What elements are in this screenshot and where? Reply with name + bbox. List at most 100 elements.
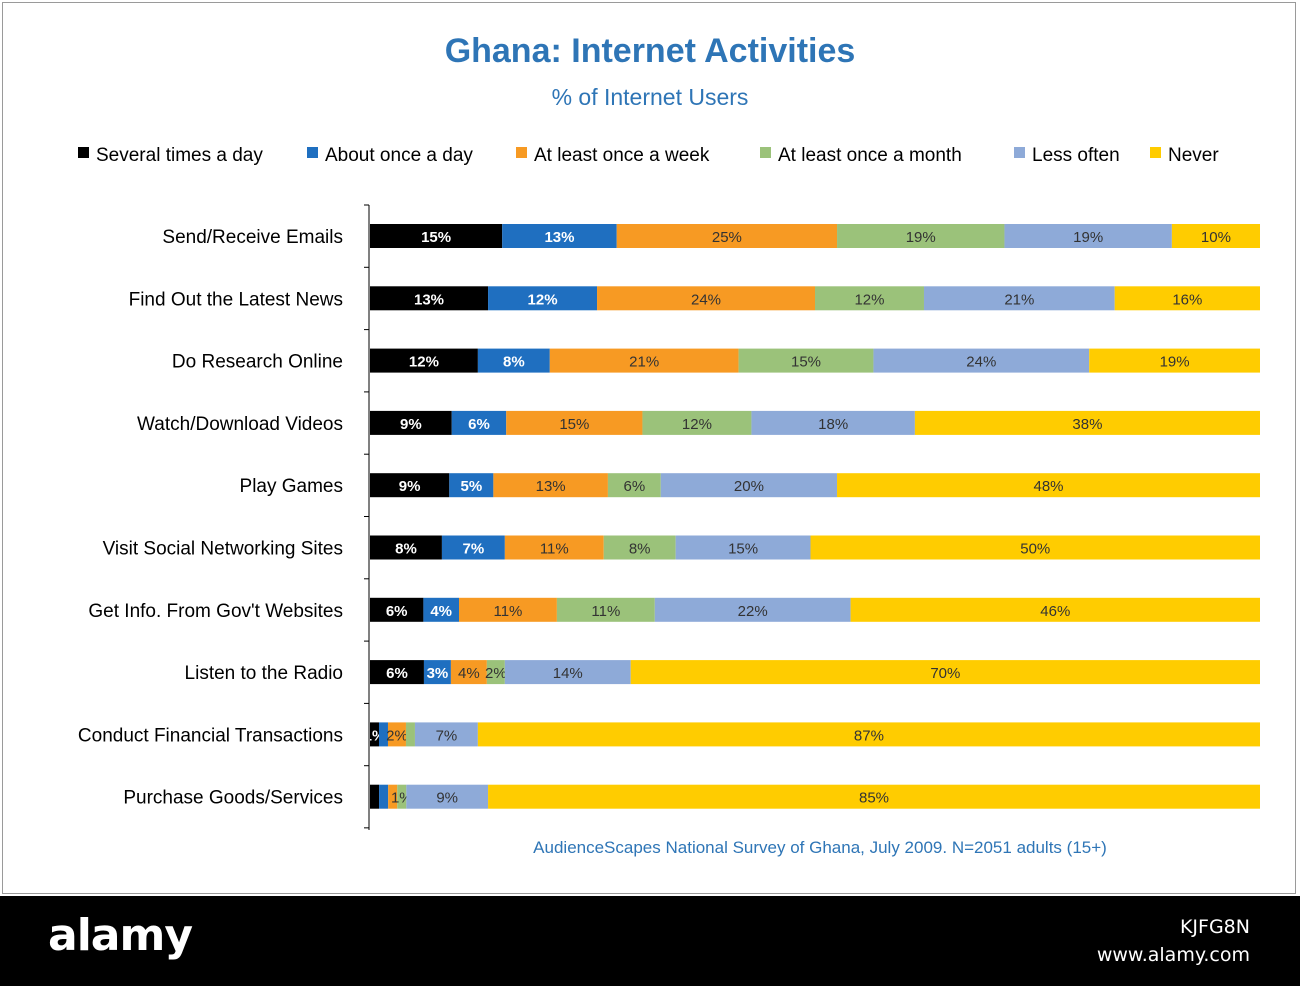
bar-segment <box>506 410 643 435</box>
legend-swatch <box>78 147 89 158</box>
category-label: Find Out the Latest News <box>129 289 343 310</box>
bar-segment <box>488 286 598 311</box>
legend-label: About once a day <box>325 145 473 166</box>
category-label: Play Games <box>240 476 343 497</box>
category-label: Watch/Download Videos <box>137 414 343 435</box>
data-label: 7% <box>436 727 458 744</box>
bar-segment <box>406 784 489 809</box>
legend-swatch <box>307 147 318 158</box>
bar-segment <box>387 722 406 747</box>
bar-segment <box>486 660 505 685</box>
data-label: 12% <box>854 291 884 308</box>
bar-segment <box>738 348 874 373</box>
data-label: 8% <box>503 354 525 371</box>
category-label: Send/Receive Emails <box>162 227 343 248</box>
legend-label: Several times a day <box>96 145 263 166</box>
data-label: 13% <box>544 229 574 246</box>
data-label: 11% <box>540 541 569 558</box>
legend-label: Less often <box>1032 145 1120 166</box>
legend-swatch <box>516 147 527 158</box>
data-label: 4% <box>458 665 480 682</box>
bar-segment <box>1114 286 1260 311</box>
category-label: Get Info. From Gov't Websites <box>88 601 343 622</box>
data-label: 70% <box>930 665 960 682</box>
bar-segment <box>642 410 752 435</box>
data-label: 6% <box>386 665 408 682</box>
bar-segment <box>370 722 379 747</box>
data-label: 19% <box>1160 354 1190 371</box>
data-label: 50% <box>1020 541 1050 558</box>
bar-segment <box>378 722 388 747</box>
bar-segment <box>815 286 924 311</box>
bar-segment <box>477 348 550 373</box>
bar-segment <box>556 597 655 622</box>
data-label: 15% <box>791 354 821 371</box>
bar-segment <box>370 784 380 809</box>
bar-segment <box>1004 224 1172 248</box>
data-label: 6% <box>468 416 490 433</box>
data-label: 8% <box>395 541 417 558</box>
bar-segment <box>850 597 1260 622</box>
data-label: 12% <box>409 354 439 371</box>
data-label: 6% <box>624 478 646 495</box>
legend-label: Never <box>1168 145 1219 166</box>
bar-segment <box>607 473 661 498</box>
category-label: Conduct Financial Transactions <box>78 725 343 746</box>
data-label: 2% <box>485 665 507 682</box>
watermark-bar <box>0 896 1300 986</box>
category-label: Listen to the Radio <box>185 663 343 684</box>
data-label: 15% <box>421 229 451 246</box>
bar-segment <box>549 348 739 373</box>
bar-segment <box>414 722 478 747</box>
data-label: 14% <box>553 665 583 682</box>
bar-segment <box>397 784 407 809</box>
data-label: 7% <box>463 541 485 558</box>
data-label: 19% <box>1073 229 1103 246</box>
bar-segment <box>488 784 1260 809</box>
bar-segment <box>370 660 424 685</box>
data-label: 13% <box>536 478 566 495</box>
chart-canvas: Ghana: Internet Activities % of Internet… <box>78 32 1260 857</box>
data-label: 21% <box>629 354 659 371</box>
bar-segment <box>493 473 608 498</box>
bar-segment <box>370 286 489 311</box>
plot-area: Send/Receive Emails 15% 13% 25% 19% 19% 10% Fin… <box>78 204 1260 829</box>
bar-segment <box>810 535 1260 560</box>
data-label: 85% <box>859 790 889 807</box>
legend-swatch <box>1150 147 1161 158</box>
bar-segment <box>370 224 503 248</box>
bar-segment <box>451 410 507 435</box>
data-label: 5% <box>460 478 482 495</box>
data-label: 18% <box>818 416 848 433</box>
bar-segment <box>616 224 838 248</box>
bar-segment <box>441 535 505 560</box>
data-label: 16% <box>1172 291 1202 308</box>
bar-segment <box>1089 348 1260 373</box>
chart-title: Ghana: Internet Activities <box>445 32 856 70</box>
bar-segment <box>370 597 424 622</box>
data-label: 10% <box>1201 229 1231 246</box>
data-label: 87% <box>854 727 884 744</box>
bar-segment <box>379 784 389 809</box>
data-label: 9% <box>400 416 422 433</box>
legend-swatch <box>760 147 771 158</box>
bar-segment <box>751 410 915 435</box>
data-label: 22% <box>738 603 768 620</box>
bar-segment <box>1171 224 1260 248</box>
bar-segment <box>597 286 815 311</box>
bar-segment <box>370 535 442 560</box>
bar-segment <box>675 535 811 560</box>
data-label: 24% <box>966 354 996 371</box>
bar-segment <box>914 410 1260 435</box>
watermark-url: www.alamy.com <box>1096 944 1250 966</box>
bar-segment <box>423 597 459 622</box>
bar-segment <box>370 473 450 498</box>
data-label: 25% <box>712 229 742 246</box>
data-label: 21% <box>1004 291 1034 308</box>
data-label: 6% <box>386 603 408 620</box>
data-label: 15% <box>728 541 758 558</box>
source-note: AudienceScapes National Survey of Ghana,… <box>533 838 1107 857</box>
bar-segment <box>630 660 1260 685</box>
category-label: Do Research Online <box>172 352 343 373</box>
bar-segment <box>405 722 415 747</box>
